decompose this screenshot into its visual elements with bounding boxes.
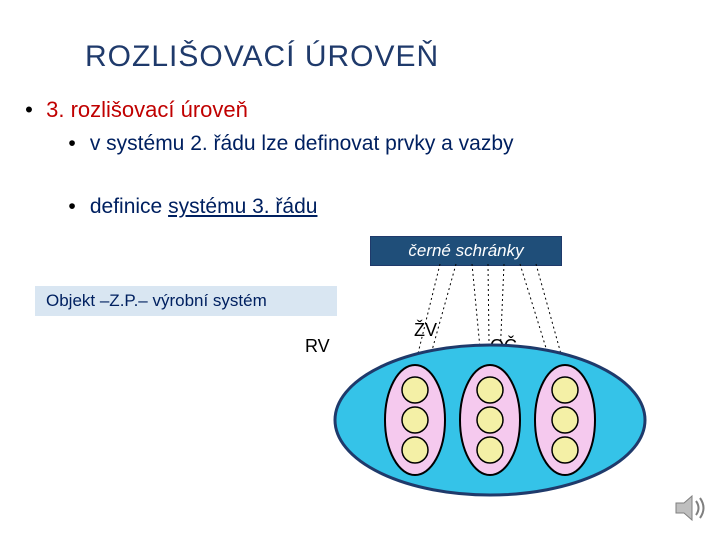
bullet-dot: • — [60, 132, 84, 156]
audio-icon[interactable] — [674, 493, 708, 528]
object-box: Objekt –Z.P.– výrobní systém — [35, 286, 337, 316]
bullet-level2-b: • definice systému 3. řádu — [60, 195, 317, 219]
bullet-dot: • — [18, 97, 40, 123]
bullet-level2-a-text: v systému 2. řádu lze definovat prvky a … — [90, 132, 530, 156]
system-diagram — [310, 260, 690, 530]
bullet-dot: • — [60, 195, 84, 219]
slide-title: ROZLIŠOVACÍ ÚROVEŇ — [85, 40, 439, 74]
bullet-level1: • 3. rozlišovací úroveň — [18, 97, 248, 123]
bullet-level2-a: • v systému 2. řádu lze definovat prvky … — [60, 132, 530, 156]
bullet-level2-b-text: definice systému 3. řádu — [90, 195, 318, 219]
bullet-level1-text: 3. rozlišovací úroveň — [46, 97, 248, 123]
